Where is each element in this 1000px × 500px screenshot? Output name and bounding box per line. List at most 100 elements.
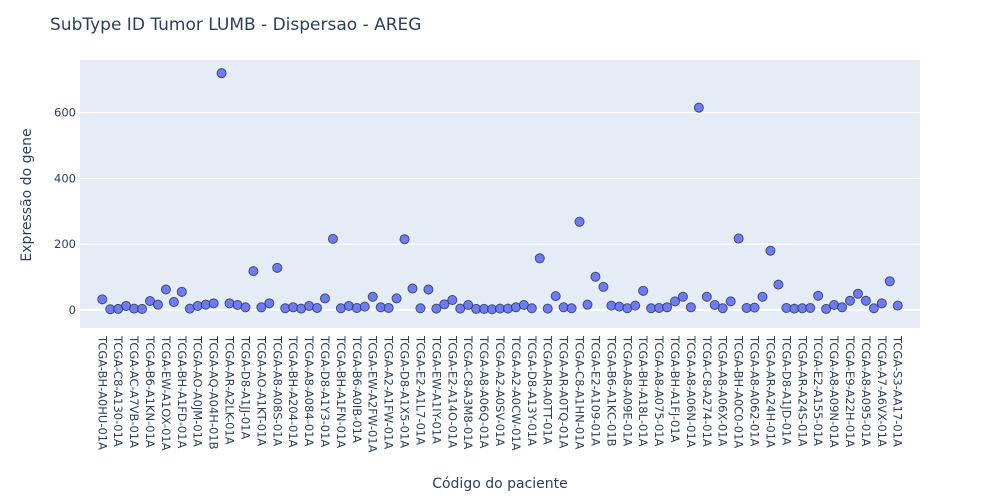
data-point[interactable] <box>876 298 887 309</box>
data-point[interactable] <box>701 291 712 302</box>
data-point[interactable] <box>749 302 760 313</box>
x-tick-label: TCGA-A8-A09N-01A <box>827 335 841 448</box>
data-point[interactable] <box>256 302 267 313</box>
data-point[interactable] <box>431 303 442 314</box>
y-tick-label: 400 <box>54 171 76 185</box>
x-tick-label: TCGA-EW-A1OX-01A <box>159 335 173 451</box>
x-tick-label: TCGA-A8-A08S-01A <box>270 335 284 446</box>
x-tick-label: TCGA-BH-A0C0-01A <box>732 335 746 448</box>
data-point[interactable] <box>327 233 338 244</box>
x-tick-label: TCGA-E2-A109-01A <box>588 335 602 446</box>
data-point[interactable] <box>733 233 744 244</box>
data-point[interactable] <box>821 303 832 314</box>
data-point[interactable] <box>670 296 680 307</box>
x-tick-label: TCGA-AC-A7VB-01A <box>127 335 141 448</box>
data-point[interactable] <box>407 283 418 294</box>
x-tick-label: TCGA-A2-A1FW-01A <box>382 335 396 449</box>
data-point[interactable] <box>248 266 259 277</box>
data-point[interactable] <box>566 303 577 314</box>
data-point[interactable] <box>97 294 108 305</box>
x-axis-title: Código do paciente <box>432 476 568 492</box>
x-tick-label: TCGA-E9-A22H-01A <box>843 335 857 447</box>
data-point[interactable] <box>367 291 378 302</box>
data-point[interactable] <box>590 271 601 282</box>
data-point[interactable] <box>534 253 545 264</box>
data-point[interactable] <box>399 234 410 245</box>
data-point[interactable] <box>137 303 148 314</box>
data-point[interactable] <box>160 284 171 295</box>
data-point[interactable] <box>145 296 155 307</box>
data-point[interactable] <box>813 290 824 301</box>
x-tick-label: TCGA-AR-A0TT-01A <box>541 335 555 445</box>
data-point[interactable] <box>526 303 537 314</box>
data-point[interactable] <box>852 288 863 299</box>
data-point[interactable] <box>837 302 848 313</box>
x-tick-label: TCGA-C8-A3M8-01A <box>461 335 475 450</box>
data-point[interactable] <box>542 303 553 314</box>
data-point[interactable] <box>868 303 879 314</box>
data-point[interactable] <box>264 298 275 309</box>
x-tick-label: TCGA-C8-A274-01A <box>700 335 714 447</box>
x-tick-label: TCGA-BH-A1FD-01A <box>175 335 189 449</box>
x-tick-label: TCGA-D8-A1JJ-01A <box>238 335 252 439</box>
x-tick-label: TCGA-AQ-A04H-01B <box>207 335 221 450</box>
data-point[interactable] <box>614 301 625 312</box>
y-axis-title: Expressão do gene <box>19 128 35 261</box>
data-point[interactable] <box>892 300 903 311</box>
x-tick-label: TCGA-E2-A14O-01A <box>445 335 459 448</box>
data-point[interactable] <box>845 295 855 306</box>
data-point[interactable] <box>662 302 673 313</box>
data-point[interactable] <box>550 291 561 302</box>
data-point[interactable] <box>312 302 323 313</box>
data-point[interactable] <box>152 299 163 310</box>
data-point[interactable] <box>168 297 179 308</box>
y-axis-ticks: 0 200 400 600 <box>54 106 76 317</box>
data-point[interactable] <box>805 302 816 313</box>
data-point[interactable] <box>359 301 370 312</box>
data-point[interactable] <box>320 293 330 304</box>
data-point[interactable] <box>447 295 458 306</box>
data-point[interactable] <box>638 285 649 296</box>
x-tick-label: TCGA-EW-A2FW-01A <box>366 335 380 453</box>
data-point[interactable] <box>574 216 585 227</box>
x-tick-label: TCGA-A8-A06X-01A <box>716 335 730 446</box>
data-point[interactable] <box>208 298 219 309</box>
data-point[interactable] <box>860 295 871 306</box>
x-tick-label: TCGA-D8-A13Y-01A <box>525 335 539 446</box>
data-point[interactable] <box>391 293 402 304</box>
x-tick-label: TCGA-AR-A0TQ-01A <box>557 335 571 448</box>
data-point[interactable] <box>240 302 251 313</box>
data-point[interactable] <box>415 303 426 314</box>
data-point[interactable] <box>598 281 609 292</box>
data-point[interactable] <box>439 299 450 310</box>
x-tick-label: TCGA-AR-A24H-01A <box>763 335 777 448</box>
data-point[interactable] <box>216 68 227 79</box>
x-tick-label: TCGA-D8-A1Y3-01A <box>318 335 332 447</box>
data-point[interactable] <box>685 302 696 313</box>
data-point[interactable] <box>582 299 593 310</box>
x-tick-label: TCGA-BH-A1FJ-01A <box>668 335 682 443</box>
data-point[interactable] <box>383 302 394 313</box>
data-point[interactable] <box>725 296 736 307</box>
data-point[interactable] <box>423 284 434 295</box>
x-tick-label: TCGA-C8-A130-01A <box>111 335 125 447</box>
data-point[interactable] <box>765 245 776 256</box>
data-point[interactable] <box>272 262 283 273</box>
data-point[interactable] <box>773 279 784 290</box>
data-point[interactable] <box>463 299 474 310</box>
data-point[interactable] <box>717 303 728 314</box>
y-tick-label: 0 <box>69 303 76 317</box>
x-tick-label: TCGA-A8-A062-01A <box>748 335 762 446</box>
data-point[interactable] <box>630 300 641 311</box>
x-tick-label: TCGA-A2-A0CW-01A <box>509 335 523 451</box>
data-point[interactable] <box>884 276 895 287</box>
data-point[interactable] <box>677 291 688 302</box>
data-point[interactable] <box>224 298 235 309</box>
data-point[interactable] <box>176 286 187 297</box>
data-point[interactable] <box>757 291 768 302</box>
data-point[interactable] <box>693 102 704 113</box>
data-point[interactable] <box>455 303 466 314</box>
data-markers <box>97 68 903 315</box>
x-tick-label: TCGA-A7-A6VX-01A <box>875 335 889 447</box>
